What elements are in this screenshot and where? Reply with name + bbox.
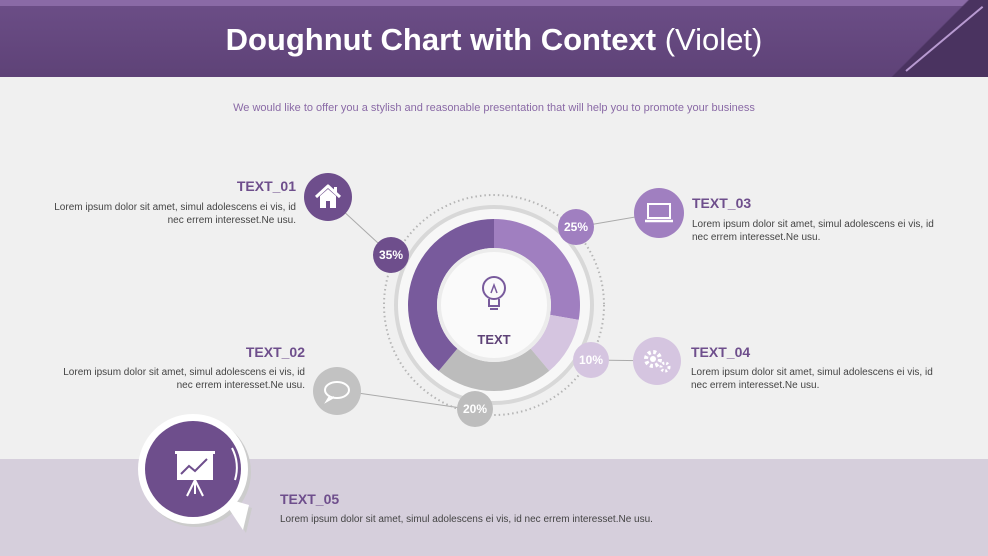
item-03-icon-circle: [634, 188, 684, 238]
percent-badge-03: 25%: [558, 209, 594, 245]
item-04-title: TEXT_04: [691, 344, 751, 360]
center-label: TEXT: [477, 332, 511, 347]
percent-badge-04: 10%: [573, 342, 609, 378]
page-title: Doughnut Chart with Context (Violet): [0, 22, 988, 58]
header-accent: [878, 0, 988, 77]
bulb-icon: [482, 276, 506, 310]
item-02-title: TEXT_02: [245, 344, 305, 360]
dotted-ring: [383, 194, 605, 416]
doughnut-slice-text-04: [530, 314, 579, 371]
percent-badge-02: 20%: [457, 391, 493, 427]
title-light: (Violet): [664, 22, 763, 57]
item-01-title: TEXT_01: [236, 178, 296, 194]
doughnut-slice-text-02: [438, 348, 550, 391]
laptop-icon: [645, 203, 673, 223]
item-05-title: TEXT_05: [280, 491, 340, 507]
item-03-body: Lorem ipsum dolor sit amet, simul adoles…: [692, 219, 934, 243]
item-02-icon-circle: [313, 367, 361, 415]
item-04-icon-circle: [633, 337, 681, 385]
house-icon: [314, 184, 342, 208]
item-05-body: Lorem ipsum dolor sit amet, simul adoles…: [280, 514, 653, 525]
percent-badge-01: 35%: [373, 237, 409, 273]
item-04-body: Lorem ipsum dolor sit amet, simul adoles…: [691, 367, 933, 391]
header-bar: Doughnut Chart with Context (Violet): [0, 0, 988, 77]
item-01-icon-circle: [304, 173, 352, 221]
doughnut-slice-text-01: [407, 219, 494, 371]
item-02-body: Lorem ipsum dolor sit amet, simul adoles…: [63, 367, 305, 391]
title-bold: Doughnut Chart with Context: [225, 22, 657, 57]
item-03-title: TEXT_03: [692, 195, 752, 211]
speech-cloud-icon: [324, 381, 350, 404]
subtitle: We would like to offer you a stylish and…: [233, 102, 755, 114]
presentation-board-icon: [175, 451, 215, 497]
item-01-body: Lorem ipsum dolor sit amet, simul adoles…: [54, 202, 296, 226]
doughnut-slices: [407, 219, 580, 391]
gears-icon: [644, 350, 671, 373]
doughnut-slice-text-03: [494, 219, 580, 320]
